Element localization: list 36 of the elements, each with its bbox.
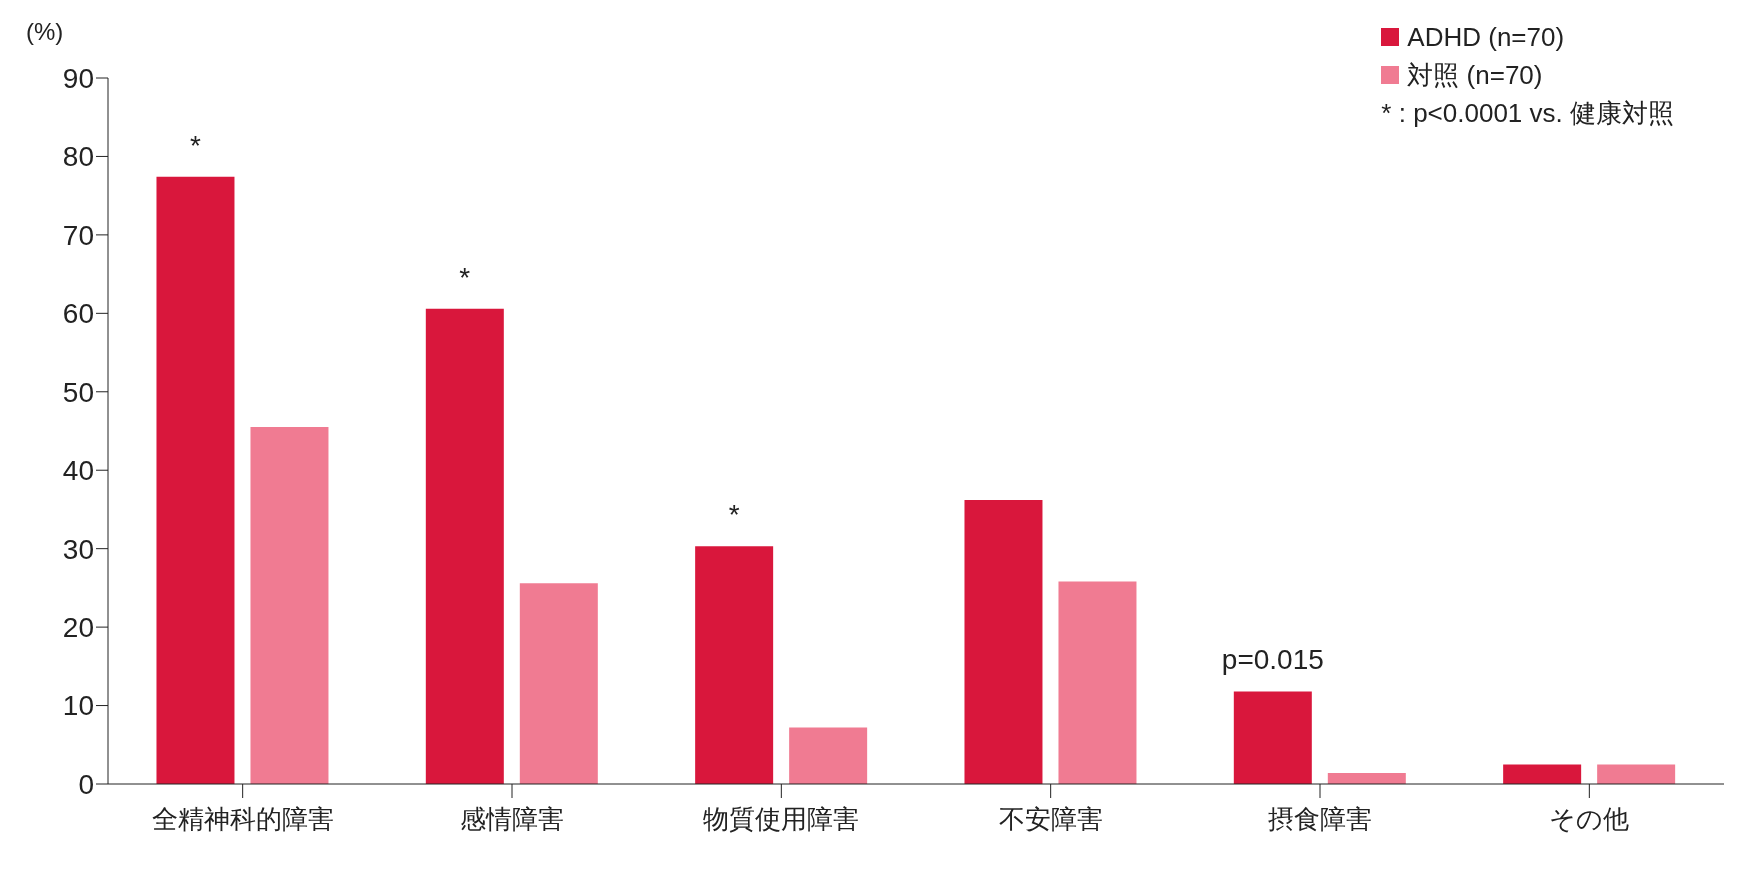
bar [519, 583, 598, 784]
y-tick-label: 10 [62, 690, 94, 722]
data-label: * [190, 129, 202, 161]
bar [789, 727, 868, 784]
legend-label: ADHD (n=70) [1407, 21, 1565, 54]
y-axis-title: (%) [26, 18, 64, 46]
x-tick-label: 不安障害 [998, 804, 1103, 835]
bar [1597, 764, 1676, 784]
bar [1058, 581, 1137, 784]
bar [695, 546, 774, 784]
data-label: * [459, 261, 471, 293]
bar [1503, 764, 1582, 784]
y-tick-label: 60 [62, 298, 94, 330]
y-tick-label: 20 [62, 612, 94, 644]
x-tick-label: 全精神科的障害 [151, 804, 334, 835]
bar [250, 427, 329, 784]
y-tick-label: 50 [62, 376, 94, 408]
x-tick-label: 摂食障害 [1268, 804, 1372, 835]
y-tick-label: 80 [62, 141, 94, 173]
y-tick-label: 40 [62, 455, 94, 487]
y-tick-label: 30 [62, 533, 94, 565]
bar [964, 500, 1043, 784]
bar [1233, 691, 1312, 784]
y-tick-label: 70 [62, 219, 94, 251]
x-tick-label: その他 [1549, 804, 1630, 835]
y-tick-label: 0 [78, 768, 94, 800]
bar [1327, 773, 1406, 784]
x-tick-label: 感情障害 [460, 804, 564, 835]
bar [425, 308, 504, 784]
annotation: * : p<0.0001 vs. 健康対照 [1381, 97, 1674, 130]
legend-label: 対照 (n=70) [1407, 59, 1543, 92]
annotation: p=0.015 [1221, 644, 1324, 676]
data-label: * [728, 499, 740, 531]
y-tick-label: 90 [62, 62, 94, 94]
bar [156, 176, 235, 784]
x-tick-label: 物質使用障害 [703, 804, 860, 835]
